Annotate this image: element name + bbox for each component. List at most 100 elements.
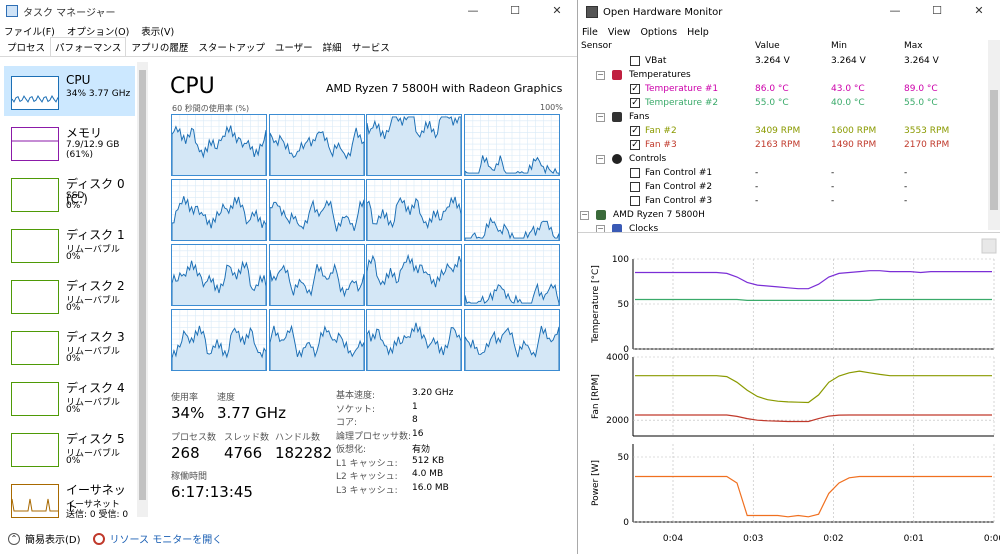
sensor-checkbox[interactable] [630,182,640,192]
stat-handles-value: 182282 [275,444,333,462]
y-tick-label: 0 [623,345,629,355]
sidebar-thumbnail [11,280,59,314]
spec-label: 仮想化: [336,445,367,455]
sensor-row[interactable]: − Controls [578,152,988,166]
col-min[interactable]: Min [831,41,847,51]
spec-value: 有効 [412,445,431,455]
col-max[interactable]: Max [904,41,923,51]
close-icon[interactable]: ✕ [552,4,562,17]
sensor-row[interactable]: − AMD Ryzen 7 5800H [578,208,988,222]
sensor-plot: 100 50 0 Temperature [°C] 4000 2000 Fan [RPM] 5… [578,232,1000,554]
core-graph-svg [172,180,266,240]
fewer-details-icon[interactable]: ⌃ [8,532,20,545]
sensor-row[interactable]: − Clocks [578,222,988,232]
menu-file[interactable]: ファイル(F) [4,26,55,38]
sensor-name: Fans [629,112,650,122]
sidebar-item[interactable]: ディスク 5 リムーバブル 0% [4,423,135,473]
y-tick-label: 50 [618,453,630,463]
sidebar-scroll-thumb[interactable] [139,70,146,500]
sidebar-item-detail: イーサネット [66,500,120,510]
tab-performance[interactable]: パフォーマンス [50,37,127,56]
sidebar-item[interactable]: ディスク 1 リムーバブル 0% [4,219,135,269]
menu-help[interactable]: Help [687,27,709,38]
sidebar-item-name: ディスク 4 [66,381,125,395]
menu-view[interactable]: 表示(V) [141,26,175,38]
sensor-min: 3.264 V [831,56,866,66]
collapse-toggle-icon[interactable]: − [596,154,605,164]
tree-scroll-thumb[interactable] [990,90,998,210]
plot-close-box[interactable] [981,238,997,254]
x-tick-label: 0:04 [663,534,683,544]
sidebar-thumbnail [11,127,59,161]
sensor-row[interactable]: Fan Control #2 - - - [578,180,988,194]
sidebar-item[interactable]: メモリ 7.9/12.9 GB (61%) [4,117,135,167]
tab-app-history[interactable]: アプリの履歴 [131,43,189,54]
sensor-row[interactable]: ✓ Temperature #1 86.0 °C 43.0 °C 89.0 °C [578,82,988,96]
sidebar-item-name: メモリ [66,126,103,140]
sensor-row[interactable]: ✓ Temperature #2 55.0 °C 40.0 °C 55.0 °C [578,96,988,110]
stat-handles-label: ハンドル数 [275,433,321,443]
sensor-checkbox[interactable] [630,168,640,178]
col-sensor[interactable]: Sensor [581,41,612,51]
sidebar-item[interactable]: ディスク 0 (C:) SSD 0% [4,168,135,218]
sensor-row[interactable]: VBat 3.264 V 3.264 V 3.264 V [578,54,988,68]
maximize-icon[interactable]: ☐ [510,4,520,17]
collapse-toggle-icon[interactable]: − [596,224,605,232]
minimize-icon[interactable]: — [467,4,479,17]
fewer-details-link[interactable]: 簡易表示(D) [25,535,81,546]
resource-monitor-link[interactable]: リソース モニターを開く [109,535,223,546]
close-icon[interactable]: ✕ [974,4,984,17]
sensor-checkbox[interactable]: ✓ [630,98,640,108]
tree-scrollbar[interactable] [988,40,1000,230]
tab-users[interactable]: ユーザー [274,43,313,54]
sidebar-item[interactable]: ディスク 2 リムーバブル 0% [4,270,135,320]
sensor-name: Fan Control #2 [645,182,713,192]
sensor-checkbox[interactable]: ✓ [630,84,640,94]
sensor-tree: VBat 3.264 V 3.264 V 3.264 V − Temperatures ✓ T… [578,54,988,232]
tab-details[interactable]: 詳細 [322,43,342,54]
collapse-toggle-icon[interactable]: − [580,210,589,220]
sensor-row[interactable]: − Fans [578,110,988,124]
tab-services[interactable]: サービス [351,43,390,54]
sidebar-item[interactable]: ディスク 3 リムーバブル 0% [4,321,135,371]
sidebar-item-name: ディスク 0 (C:) [66,177,125,206]
sidebar-thumbnail [11,178,59,212]
core-graph-svg [269,115,364,175]
sidebar-item[interactable]: CPU 34% 3.77 GHz [4,66,135,116]
sensor-checkbox[interactable]: ✓ [630,126,640,136]
sensor-row[interactable]: ✓ Fan #2 3409 RPM 1600 RPM 3553 RPM [578,124,988,138]
core-graph [171,114,267,176]
core-graph [463,179,560,241]
col-value[interactable]: Value [755,41,780,51]
core-graph-svg [269,180,364,240]
tab-processes[interactable]: プロセス [7,43,46,54]
tm-tabs: プロセス パフォーマンス アプリの履歴 スタートアップ ユーザー 詳細 サービス [0,37,577,57]
menu-options[interactable]: Options [640,27,678,38]
sensor-row[interactable]: ✓ Fan #3 2163 RPM 1490 RPM 2170 RPM [578,138,988,152]
core-usage-line [172,260,266,305]
core-usage-line [269,262,364,305]
sensor-checkbox[interactable] [630,56,640,66]
sensor-name: Fan #2 [645,126,677,136]
core-usage-line [367,115,461,175]
sidebar-item[interactable]: ディスク 4 リムーバブル 0% [4,372,135,422]
collapse-toggle-icon[interactable]: − [596,112,605,122]
maximize-icon[interactable]: ☐ [932,4,942,17]
sensor-row[interactable]: Fan Control #1 - - - [578,166,988,180]
thumbnail-graph [11,498,58,512]
sensor-row[interactable]: − Temperatures [578,68,988,82]
ohm-window: Open Hardware Monitor — ☐ ✕ File View Op… [578,0,1000,554]
sidebar-scrollbar[interactable] [137,62,148,517]
collapse-toggle-icon[interactable]: − [596,70,605,80]
menu-view[interactable]: View [607,27,631,38]
sensor-row[interactable]: Fan Control #3 - - - [578,194,988,208]
y-tick-label: 2000 [606,416,629,426]
sensor-checkbox[interactable] [630,196,640,206]
minimize-icon[interactable]: — [889,4,901,17]
menu-options[interactable]: オプション(O) [66,26,130,38]
menu-file[interactable]: File [582,27,598,38]
tab-startup[interactable]: スタートアップ [198,43,265,54]
sensor-checkbox[interactable]: ✓ [630,140,640,150]
sensor-max: - [904,168,908,178]
